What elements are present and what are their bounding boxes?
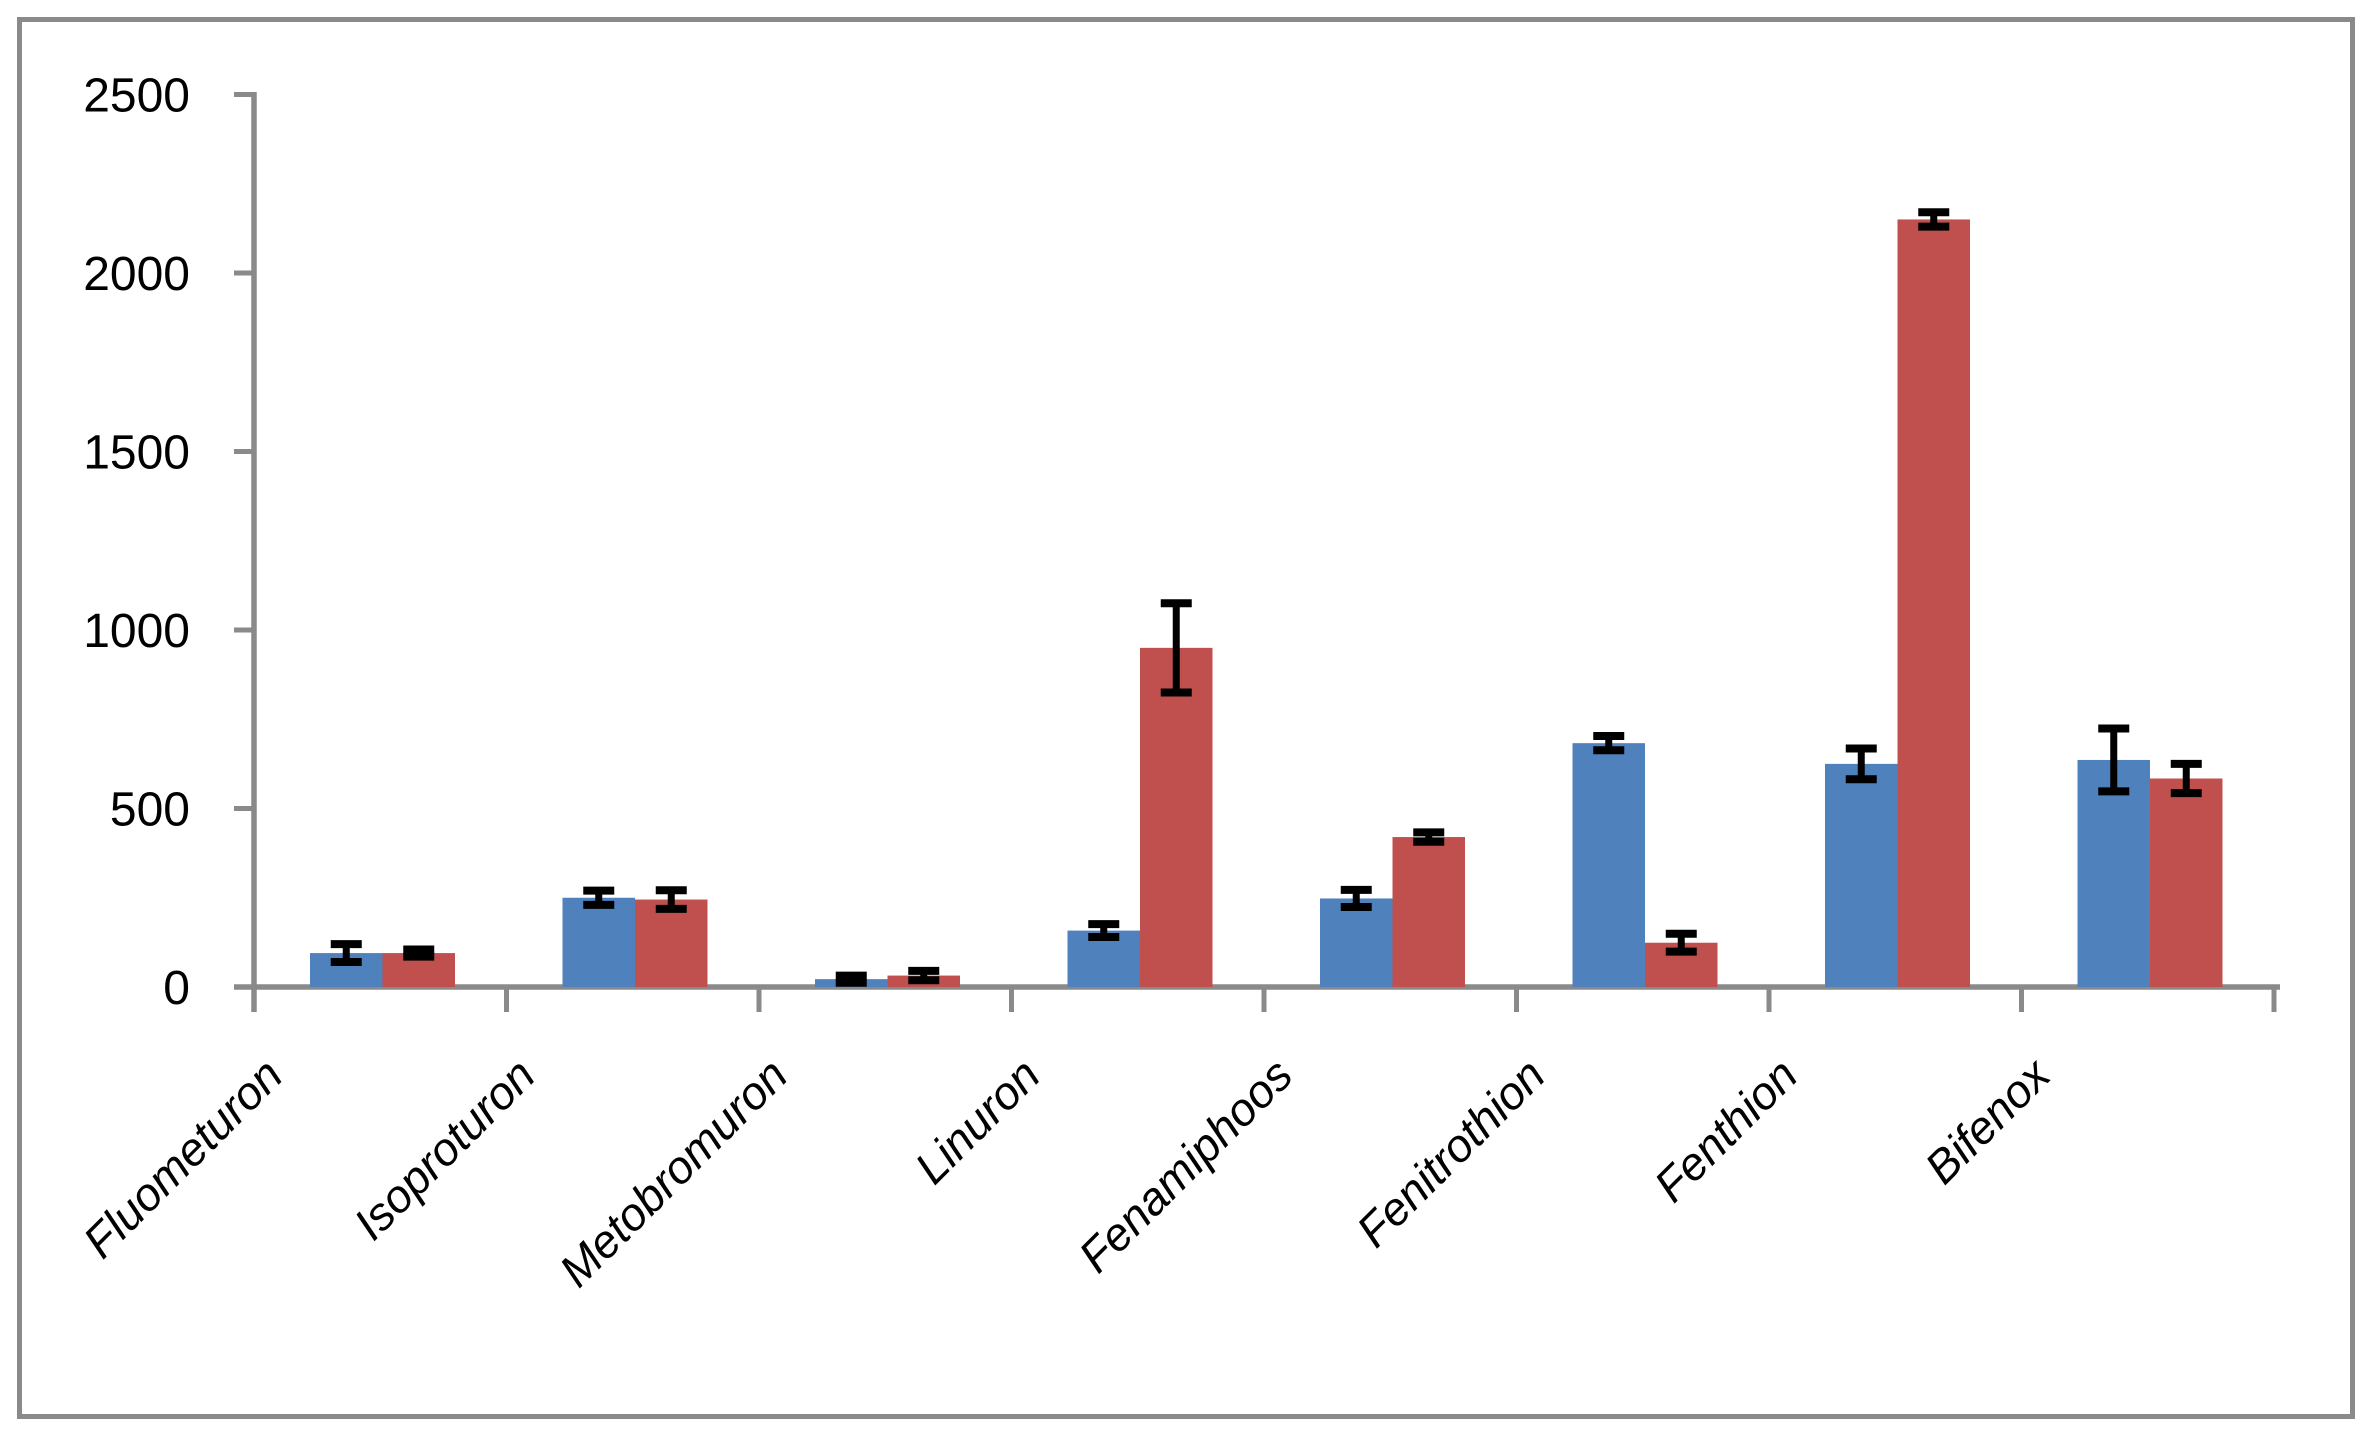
error-bar-series-red-fluometuron [403,945,435,961]
bar-series-blue-fenthion [1825,763,1898,987]
bar-series-red-isoproturon [635,899,708,987]
error-bar-series-red-fenthion [1918,208,1950,231]
error-bars-layer [330,208,2202,987]
error-bar-series-red-linuron [1160,599,1192,697]
bar-series-blue-isoproturon [562,897,635,987]
bar-series-blue-fenamiphoos [1320,898,1393,987]
error-bar-series-blue-linuron [1088,920,1120,942]
error-bar-series-blue-fluometuron [330,940,362,967]
bar-series-red-fenthion [1897,219,1970,987]
error-bar-series-red-fenitrothion [1665,929,1697,956]
y-tick-label: 1500 [83,427,190,480]
bars-layer [310,219,2223,987]
error-bar-series-red-fenamiphoos [1413,828,1445,846]
error-bar-series-blue-fenitrothion [1593,732,1625,755]
bar-series-red-linuron [1140,647,1213,987]
error-bar-series-blue-metobromuron [835,971,867,987]
y-tick-label: 500 [110,784,190,837]
error-bar-series-blue-fenamiphoos [1340,885,1372,912]
y-tick-label: 0 [163,962,190,1015]
error-bar-series-red-metobromuron [908,966,940,985]
error-bar-series-blue-fenthion [1845,744,1877,784]
bar-series-red-fenamiphoos [1392,837,1465,987]
y-tick-label: 1000 [83,605,190,658]
y-tick-label: 2000 [83,248,190,301]
error-bar-series-red-isoproturon [655,886,687,913]
error-bar-series-blue-bifenox [2098,724,2130,796]
error-bar-series-red-bifenox [2170,759,2202,798]
bar-series-blue-bifenox [2077,759,2150,987]
bar-series-blue-fenitrothion [1572,743,1645,987]
y-tick-label: 2500 [83,70,190,123]
bar-series-red-bifenox [2150,778,2223,987]
error-bar-series-blue-isoproturon [583,886,615,909]
